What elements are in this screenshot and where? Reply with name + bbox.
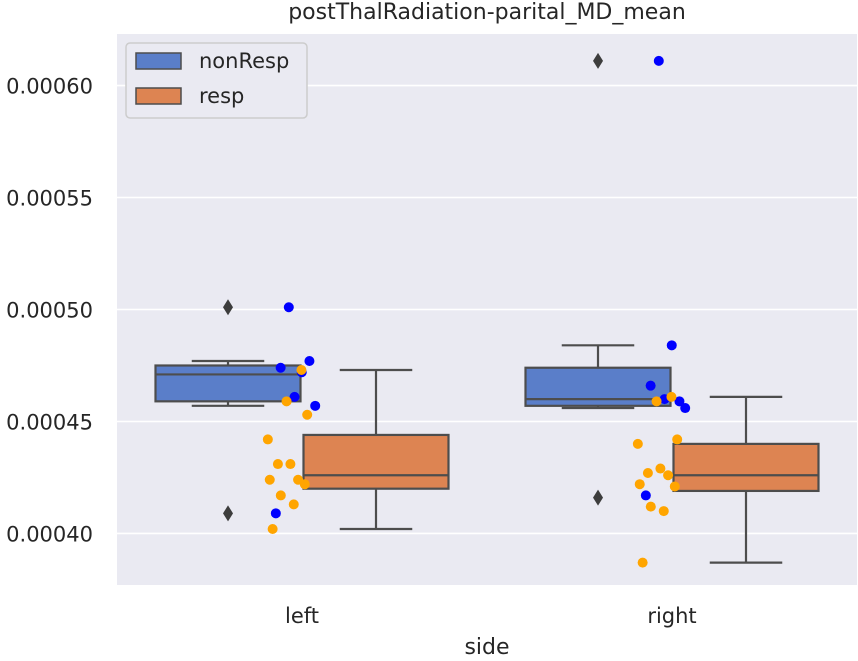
data-point (281, 396, 292, 407)
data-point (299, 479, 310, 490)
data-point (674, 396, 685, 407)
data-point (264, 474, 275, 485)
box (154, 364, 302, 403)
data-point (296, 364, 307, 375)
y-tick-label: 0.00060 (6, 75, 93, 99)
data-point (666, 340, 677, 351)
outlier-marker (593, 52, 603, 69)
outlier-marker (223, 299, 233, 316)
y-tick-label: 0.00040 (6, 522, 93, 546)
data-point (651, 396, 662, 407)
data-point (637, 557, 648, 568)
data-point (666, 391, 677, 402)
gridlines (117, 84, 857, 535)
legend-label: resp (199, 84, 244, 108)
boxes (154, 52, 820, 564)
outlier-marker (593, 489, 603, 506)
y-tick-labels: 0.00040 0.00045 0.00050 0.00055 0.00060 (6, 75, 93, 547)
data-point (640, 490, 651, 501)
y-tick-label: 0.00045 (6, 410, 93, 434)
data-point (289, 391, 300, 402)
data-point (658, 506, 669, 517)
legend: nonResp resp (125, 42, 308, 119)
data-point (655, 463, 666, 474)
data-point (669, 481, 680, 492)
data-point (632, 438, 643, 449)
data-point (645, 380, 656, 391)
x-axis-label: side (464, 635, 509, 660)
data-point (283, 302, 294, 313)
data-point (634, 479, 645, 490)
x-tick-label: right (647, 604, 696, 628)
data-point (270, 508, 281, 519)
legend-label: nonResp (199, 49, 289, 73)
x-tick-label: left (285, 604, 319, 628)
data-point (262, 434, 273, 445)
data-point (275, 490, 286, 501)
chart-title: postThalRadiation-parital_MD_mean (288, 0, 686, 25)
data-point (275, 362, 286, 373)
data-point (645, 501, 656, 512)
data-point (310, 400, 321, 411)
data-point (285, 459, 296, 470)
data-point (302, 409, 313, 420)
legend-swatch (135, 52, 182, 70)
box (302, 433, 450, 490)
data-point (267, 524, 278, 535)
legend-swatch (135, 87, 182, 105)
data-point (304, 356, 315, 367)
data-point (680, 403, 691, 414)
outlier-marker (223, 505, 233, 522)
data-point (288, 499, 299, 510)
data-point (272, 459, 283, 470)
x-tick-labels: left right (285, 604, 697, 628)
box (672, 442, 820, 493)
points (262, 55, 691, 568)
data-point (653, 55, 664, 66)
y-tick-label: 0.00055 (6, 187, 93, 211)
data-point (672, 434, 683, 445)
data-point (663, 470, 674, 481)
data-point (642, 468, 653, 479)
y-tick-label: 0.00050 (6, 299, 93, 323)
